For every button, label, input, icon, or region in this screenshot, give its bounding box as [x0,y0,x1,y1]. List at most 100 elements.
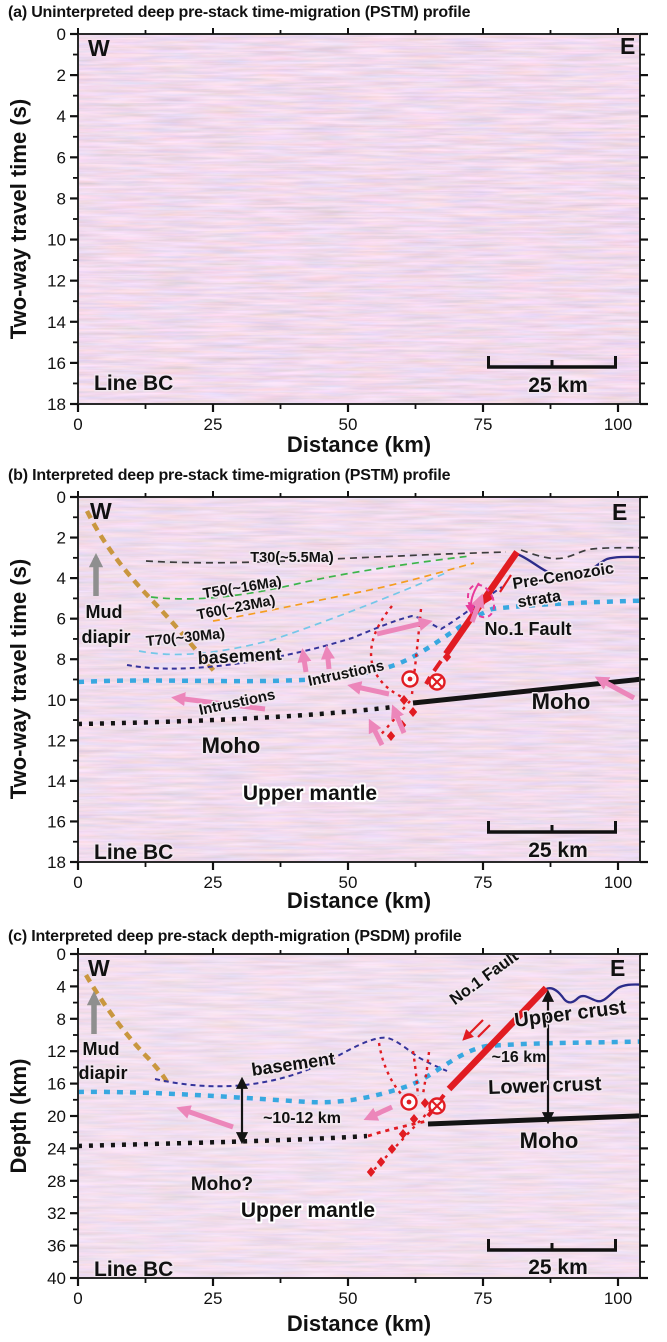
y-tick-label: 10 [47,231,66,250]
y-tick-label: 12 [47,272,66,291]
y-tick-label: 4 [57,977,66,996]
panel-c-title: (c) Interpreted deep pre-stack depth-mig… [8,928,462,945]
y-tick-label: 0 [57,488,66,507]
intrusion-arrow-c1 [176,1105,234,1130]
intrusion-arrow-b1 [171,692,266,712]
basement-line-c [154,1036,448,1088]
mud-label1-b: Mud [86,602,123,622]
panel-a-scalebar-label: 25 km [528,374,588,397]
upper-crust-top-navy-c [545,983,640,1004]
slip-in-symbol-c [428,1097,446,1115]
panel-a-west-label: W [88,35,110,61]
y-tick-label: 12 [47,731,66,750]
panel-a-strata-texture [78,34,640,404]
mud-label2-c: diapir [78,1063,127,1083]
y-tick-label: 8 [57,189,66,208]
y-tick-label: 40 [47,1269,66,1288]
panel-a: (a) Uninterpreted deep pre-stack time-mi… [6,4,648,457]
moho-red-link-c [367,1119,428,1138]
panel-a-title: (a) Uninterpreted deep pre-stack time-mi… [8,4,471,21]
panel-c-scalebar [487,1239,617,1252]
x-tick-label: 75 [474,415,493,434]
panel-c-east-label: E [610,955,625,981]
panel-c-seismic-image: Mud diapir basement ~10-12 km No.1 Fault… [78,954,640,1279]
x-tick-label: 25 [204,1289,223,1308]
intrusion-arrows-b [171,593,636,747]
t30-label-b: T30(~5.5Ma) [250,550,334,566]
y-tick-label: 4 [57,569,66,588]
y-tick-label: 14 [47,313,66,332]
y-tick-label: 4 [57,107,66,126]
upper-mantle-label-c: Upper mantle [241,1199,375,1222]
y-tick-label: 2 [57,66,66,85]
slip-out-symbol-c [400,1093,418,1111]
fault-slip-arrow-c [462,1019,484,1041]
y-tick-label: 10 [47,691,66,710]
panel-c-x-axis-label: Distance (km) [287,1311,431,1336]
x-tick-label: 100 [604,415,632,434]
fault-diamonds-c [366,1098,430,1177]
t30-horizon-west-b [145,551,507,564]
panel-a-scalebar [487,356,617,369]
y-tick-label: 20 [47,1107,66,1126]
lower-crust-label-c: Lower crust [488,1073,602,1099]
x-tick-label: 0 [73,873,82,892]
moho-solid-east-b [412,676,640,706]
x-tick-label: 0 [73,1289,82,1308]
basement-line-b [126,586,503,670]
slip-out-symbol-b [401,670,419,688]
y-tick-label: 16 [47,354,66,373]
y-tick-label: 12 [47,1042,66,1061]
panel-b-scalebar-label: 25 km [528,839,588,862]
x-tick-label: 25 [204,873,223,892]
x-tick-label: 100 [604,1289,632,1308]
y-tick-label: 8 [57,1010,66,1029]
intrusion-arrow-b3 [320,645,335,670]
x-tick-label: 75 [474,1289,493,1308]
panel-c-scalebar-label: 25 km [528,1256,588,1279]
fault-slip-arrow2-b [499,574,512,593]
y-tick-label: 32 [47,1204,66,1223]
mud-label2-b: diapir [81,627,130,647]
fault-slip-arrow2-c [477,1024,491,1038]
intrusion-arrow-b2 [297,648,312,673]
x-tick-label: 25 [204,415,223,434]
t30-horizon-east-b [520,546,640,560]
panel-b-title: (b) Interpreted deep pre-stack time-migr… [8,467,451,484]
slip-in-symbol-b [428,673,446,691]
y-tick-label: 8 [57,650,66,669]
y-tick-label: 16 [47,812,66,831]
x-tick-label: 50 [339,873,358,892]
panel-a-line-name: Line BC [94,372,173,395]
intrusion-arrows-c [176,1104,394,1130]
moho-question-label-c: Moho? [191,1174,253,1195]
panel-c-axis-ticks: 0 4 8 12 16 20 24 28 32 36 40 0 25 50 75 100 [47,945,648,1308]
deep-fault-dotted1-b [369,605,405,700]
panel-b-axis-ticks: 0 2 4 6 8 10 12 14 16 18 0 25 50 75 100 [47,488,648,892]
y-tick-label: 0 [57,945,66,964]
no1-fault-line-c [446,985,549,1092]
panel-b-y-axis-label: Two-way travel time (s) [6,559,31,799]
moho-solid-east-c [427,1113,640,1127]
panel-b-x-axis-label: Distance (km) [287,888,431,913]
moho-dotted-west-b [78,704,394,727]
precenozoic-top-navy-b [516,552,640,576]
panel-a-x-axis-label: Distance (km) [287,432,431,457]
x-tick-label: 100 [604,873,632,892]
y-tick-label: 18 [47,853,66,872]
panel-a-y-axis-label: Two-way travel time (s) [6,99,31,339]
y-tick-label: 0 [57,25,66,44]
y-tick-label: 16 [47,1075,66,1094]
panel-b-seismic-image: T30(~5.5Ma) T50(~16Ma) T60(~23Ma) T70(~3… [78,497,640,862]
thickness-west-label-c: ~10-12 km [263,1110,341,1127]
y-tick-label: 2 [57,529,66,548]
panel-b-scalebar [487,821,617,834]
moho-label-c: Moho [520,1128,579,1153]
x-tick-label: 0 [73,415,82,434]
y-tick-label: 18 [47,395,66,414]
intrusion-arrow-b7 [347,681,390,697]
panel-b-east-label: E [612,499,627,525]
panel-b: (b) Interpreted deep pre-stack time-migr… [6,467,648,913]
